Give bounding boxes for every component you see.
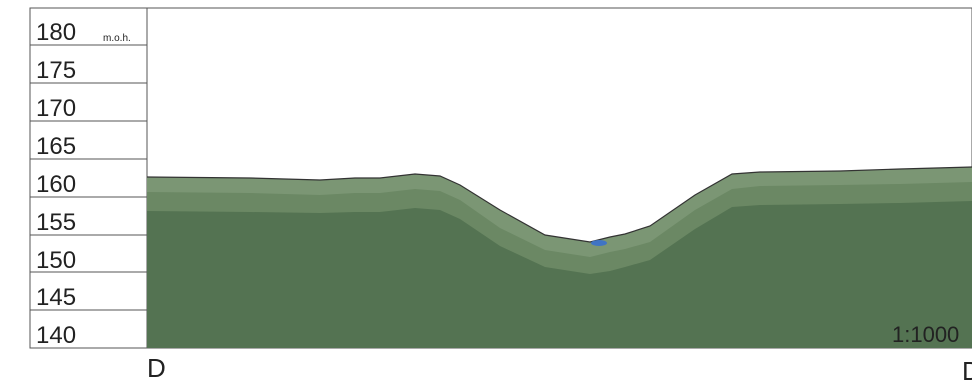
elevation-label-170: 170 [36,95,76,122]
elevation-unit-label: m.o.h. [103,33,131,44]
elevation-label-180: 180 [36,19,76,46]
elevation-label-140: 140 [36,322,76,349]
elevation-label-165: 165 [36,133,76,160]
terrain-section [146,166,972,348]
elevation-label-145: 145 [36,284,76,311]
terrain-body [147,201,972,348]
section-start-label: D [147,353,166,382]
elevation-label-175: 175 [36,57,76,84]
scale-label: 1:1000 [892,322,959,347]
elevation-label-155: 155 [36,209,76,236]
elevation-label-150: 150 [36,247,76,274]
section-end-label: D [962,356,972,382]
elevation-row-lines [30,44,147,311]
water-body [591,240,607,246]
terrain-surface-line [146,166,972,243]
elevation-label-160: 160 [36,171,76,198]
elevation-scale: 180 m.o.h. 175 170 165 160 155 150 145 1… [29,7,972,349]
